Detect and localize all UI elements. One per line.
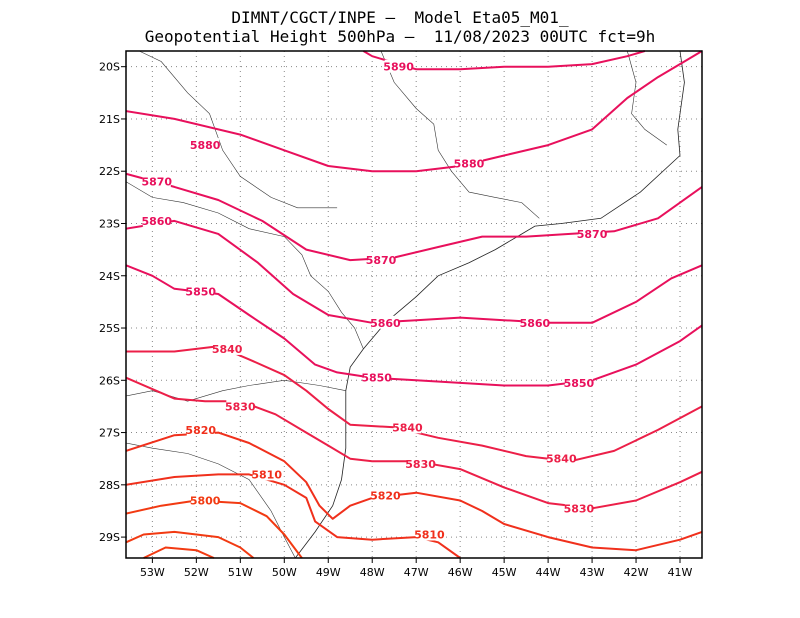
x-tick-label: 44W xyxy=(536,566,561,579)
contour-label: 5850 xyxy=(361,372,392,385)
contour-label-bg xyxy=(186,284,215,298)
contour-label: 5850 xyxy=(564,377,595,390)
contour-label: 5830 xyxy=(225,400,256,413)
x-tick-label: 51W xyxy=(228,566,253,579)
state-border xyxy=(125,379,346,402)
y-tick-label: 24S xyxy=(99,270,120,283)
x-tick-label: 43W xyxy=(580,566,605,579)
contour-label: 5860 xyxy=(141,215,172,228)
contour-label-bg xyxy=(520,315,549,329)
x-axis-ticks: 53W 52W 51W 50W 49W 48W 47W 46W 45W 44W 43W 42W 41W xyxy=(140,558,693,579)
map-title-line2: Geopotential Height 500hPa — 11/08/2023 … xyxy=(144,27,656,46)
y-tick-label: 28S xyxy=(99,479,120,492)
contour-label: 5890 xyxy=(383,61,414,74)
contour-label: 5830 xyxy=(564,502,595,515)
contour-label: 5810 xyxy=(251,468,282,481)
y-tick-label: 22S xyxy=(99,165,120,178)
contour-label: 5860 xyxy=(370,317,401,330)
contour-5830 xyxy=(125,376,703,510)
coastline xyxy=(294,50,685,559)
contour-label: 5880 xyxy=(454,157,485,170)
x-tick-label: 41W xyxy=(668,566,693,579)
contour-label-bg xyxy=(415,527,444,541)
contour-label-bg xyxy=(191,138,220,152)
contour-label: 5800 xyxy=(190,495,221,508)
contour-label: 5860 xyxy=(520,317,551,330)
contour-label-bg xyxy=(226,399,255,413)
state-border xyxy=(125,181,364,350)
x-tick-label: 45W xyxy=(492,566,517,579)
contour-5790 xyxy=(125,530,255,559)
x-tick-label: 47W xyxy=(404,566,429,579)
contour-label-bg xyxy=(213,341,242,355)
contour-label-bg xyxy=(252,467,281,481)
y-tick-label: 21S xyxy=(99,113,120,126)
contour-label: 5830 xyxy=(405,458,436,471)
contour-label: 5840 xyxy=(392,421,423,434)
x-tick-label: 42W xyxy=(624,566,649,579)
contour-label-bg xyxy=(142,174,171,188)
contour-label: 5820 xyxy=(185,424,216,437)
contour-5800 xyxy=(125,499,303,559)
contour-label-bg xyxy=(367,253,396,267)
x-tick-label: 48W xyxy=(360,566,385,579)
contour-label-bg xyxy=(362,370,391,384)
lat-lon-grid xyxy=(126,51,702,558)
y-tick-label: 29S xyxy=(99,531,120,544)
contour-label-bg xyxy=(406,456,435,470)
contour-label-bg xyxy=(393,420,422,434)
x-tick-label: 46W xyxy=(448,566,473,579)
y-tick-label: 25S xyxy=(99,322,120,335)
contour-label: 5870 xyxy=(366,254,397,267)
contour-label: 5820 xyxy=(370,489,401,502)
contour-label-bg xyxy=(547,451,576,465)
x-tick-label: 50W xyxy=(272,566,297,579)
x-tick-label: 49W xyxy=(316,566,341,579)
state-border xyxy=(380,50,540,219)
y-tick-label: 26S xyxy=(99,374,120,387)
contour-label-bg xyxy=(191,493,220,507)
state-border xyxy=(627,50,667,146)
contour-labels: 5890 5880 5880 5870 5870 5870 5860 5860 5860 5850… xyxy=(141,59,608,541)
contour-label-bg xyxy=(186,422,215,436)
contour-5870 xyxy=(125,172,703,262)
y-tick-label: 20S xyxy=(99,61,120,74)
contour-label: 5810 xyxy=(414,528,445,541)
y-tick-label: 27S xyxy=(99,427,120,440)
contour-label: 5840 xyxy=(212,343,243,356)
contour-label-bg xyxy=(564,375,593,389)
contour-label: 5840 xyxy=(546,453,577,466)
contour-label: 5870 xyxy=(577,228,608,241)
x-tick-label: 53W xyxy=(140,566,165,579)
state-border xyxy=(139,50,338,209)
y-axis-ticks: 20S 21S 22S 23S 24S 25S 26S 27S 28S 29S xyxy=(99,61,126,544)
contour-label-bg xyxy=(142,213,171,227)
contour-label-bg xyxy=(564,501,593,515)
contour-label-bg xyxy=(371,488,400,502)
contour-label-bg xyxy=(384,59,413,73)
map-frame xyxy=(125,50,703,559)
map-title-line1: DIMNT/CGCT/INPE — Model Eta05_M01_ xyxy=(231,8,569,27)
contour-5840 xyxy=(126,345,703,463)
contour-5850 xyxy=(125,264,703,387)
contour-label: 5880 xyxy=(190,139,221,152)
contour-lines xyxy=(125,50,703,559)
contour-label: 5850 xyxy=(185,285,216,298)
x-tick-label: 52W xyxy=(184,566,209,579)
contour-label-bg xyxy=(371,315,400,329)
contour-5860 xyxy=(125,219,703,324)
contour-label: 5870 xyxy=(141,176,172,189)
geography-lines xyxy=(125,50,685,559)
contour-label-bg xyxy=(454,156,483,170)
contour-label-bg xyxy=(578,226,607,240)
y-tick-label: 23S xyxy=(99,217,120,230)
contour-5780 xyxy=(143,546,215,559)
